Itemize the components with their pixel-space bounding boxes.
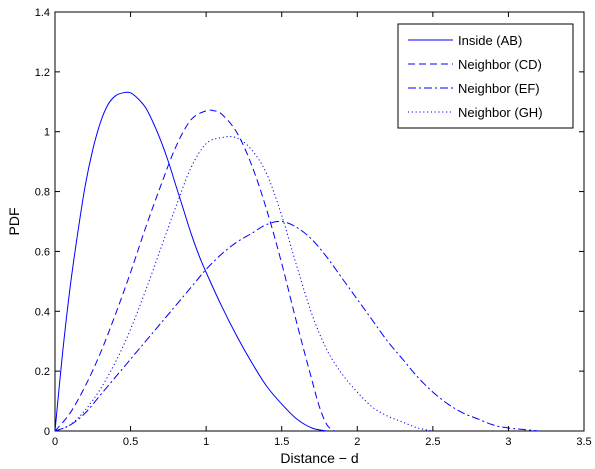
series-group	[54, 91, 539, 432]
y-tick-label: 1.2	[35, 67, 50, 79]
legend-entry-label: Neighbor (CD)	[458, 57, 542, 72]
series-line-2	[54, 109, 335, 432]
y-tick-label: 1	[44, 127, 50, 139]
y-tick-label: 1.4	[35, 7, 50, 19]
x-tick-label: 2.5	[425, 436, 440, 448]
x-tick-label: 2	[354, 436, 360, 448]
y-tick-label: 0.6	[35, 246, 50, 258]
x-tick-label: 1.5	[274, 436, 289, 448]
series-line-1	[54, 91, 328, 432]
x-tick-label: 0.5	[123, 436, 138, 448]
legend-entry-label: Neighbor (EF)	[458, 81, 540, 96]
y-tick-label: 0.8	[35, 187, 50, 199]
legend-box	[397, 23, 574, 129]
x-axis-label: Distance − d	[280, 450, 358, 466]
series-line-3	[54, 220, 539, 432]
legend-entry-label: Inside (AB)	[458, 33, 522, 48]
series-line-4	[54, 136, 433, 432]
x-tick-label: 3	[505, 436, 511, 448]
y-tick-label: 0	[44, 426, 50, 438]
y-axis-label: PDF	[6, 208, 22, 236]
x-tick-label: 1	[203, 436, 209, 448]
legend-entry-label: Neighbor (GH)	[458, 105, 543, 120]
y-tick-label: 0.2	[35, 366, 50, 378]
x-tick-label: 3.5	[576, 436, 591, 448]
y-tick-label: 0.4	[35, 306, 50, 318]
legend: Inside (AB) Neighbor (CD) Neighbor (EF) Nei…	[397, 23, 574, 129]
x-tick-label: 0	[52, 436, 58, 448]
